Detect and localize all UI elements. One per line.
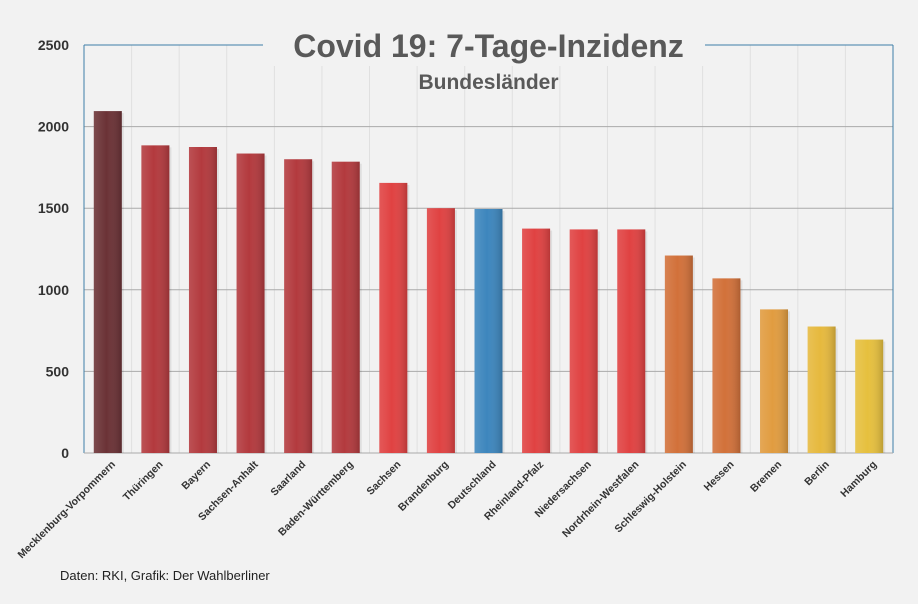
- x-tick-label: Berlin: [802, 459, 832, 489]
- x-tick-label: Saarland: [268, 459, 308, 499]
- x-tick-label: Hamburg: [838, 459, 879, 500]
- x-tick-label: Hessen: [702, 459, 737, 494]
- bar-highlight: [141, 145, 170, 454]
- bar-highlight: [379, 182, 408, 454]
- bar-highlight: [522, 228, 551, 453]
- y-tick-label: 1500: [38, 200, 69, 216]
- x-tick-label: Brandenburg: [396, 459, 451, 514]
- x-tick-label: Deutschland: [446, 459, 499, 512]
- bar-highlight: [760, 309, 789, 453]
- bar-highlight: [855, 339, 884, 453]
- chart-title: Covid 19: 7-Tage-Inzidenz: [293, 28, 684, 64]
- x-tick-label: Bayern: [179, 459, 213, 493]
- x-tick-label: Thüringen: [121, 459, 166, 504]
- title-knockout: [263, 26, 705, 66]
- y-tick-label: 500: [46, 363, 70, 379]
- y-tick-label: 0: [61, 445, 69, 461]
- bar-highlight: [474, 209, 503, 453]
- bar-highlight: [236, 153, 265, 453]
- y-tick-label: 2000: [38, 119, 69, 135]
- bar-highlight: [617, 229, 646, 453]
- source-note: Daten: RKI, Grafik: Der Wahlberliner: [60, 568, 270, 583]
- x-tick-label: Mecklenburg-Vorpommern: [16, 459, 118, 561]
- x-tick-label: Bremen: [748, 459, 784, 495]
- bar-highlight: [426, 208, 455, 453]
- bar-highlight: [93, 111, 122, 453]
- bar-highlight: [664, 255, 693, 453]
- bar-highlight: [569, 229, 598, 453]
- bar-highlight: [188, 147, 217, 453]
- bar-highlight: [807, 326, 836, 453]
- y-tick-label: 1000: [38, 282, 69, 298]
- x-tick-label: Sachsen: [364, 459, 403, 498]
- chart-subtitle: Bundesländer: [418, 71, 558, 94]
- bar-highlight: [712, 278, 741, 453]
- y-tick-label: 2500: [38, 37, 69, 53]
- bar-highlight: [284, 159, 313, 454]
- bar-highlight: [331, 161, 360, 454]
